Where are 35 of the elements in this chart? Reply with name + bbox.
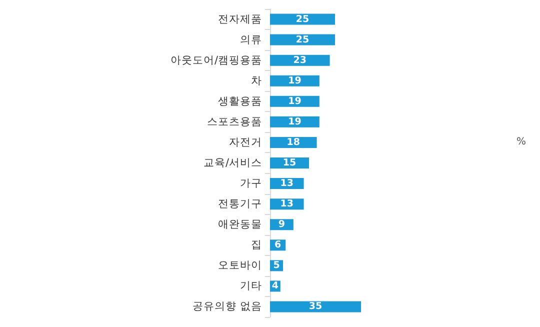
y-tick-label: 집 <box>251 239 262 252</box>
data-label: 18 <box>286 136 300 148</box>
y-tick-label: 스포츠용품 <box>207 116 262 128</box>
y-tick-label: 공유의향 없음 <box>192 300 262 313</box>
y-tick-label: 차 <box>251 74 262 87</box>
text: % <box>516 136 526 148</box>
data-label: 4 <box>272 280 279 292</box>
data-label: 13 <box>280 198 294 210</box>
data-label: 19 <box>288 96 302 107</box>
y-tick-label: 생활용품 <box>218 95 262 108</box>
y-tick-label: 의류 <box>240 34 262 46</box>
bar <box>270 34 335 46</box>
y-tick-label: 아웃도어/캠핑용품 <box>170 54 262 66</box>
data-label: 9 <box>278 219 286 230</box>
y-tick-label: 기타 <box>240 280 262 292</box>
data-label: 5 <box>273 260 280 272</box>
data-label: 15 <box>282 158 296 168</box>
y-tick-label: 교육/서비스 <box>203 157 262 169</box>
y-tick-label: 전통기구 <box>218 198 262 210</box>
y-tick-label: 오토바이 <box>218 260 262 272</box>
y-tick-label: 애완동물 <box>218 218 262 231</box>
data-label: 6 <box>274 240 282 251</box>
data-label: 19 <box>288 75 302 86</box>
data-label: 25 <box>296 14 310 25</box>
y-tick-label: 자전거 <box>229 136 262 148</box>
y-tick-label: 전자제품 <box>218 13 262 26</box>
y-tick-label: 가구 <box>240 178 262 190</box>
data-label: 19 <box>288 116 302 128</box>
data-label: 25 <box>296 34 310 46</box>
data-label: 35 <box>308 301 322 312</box>
bar <box>270 54 330 66</box>
data-label: 23 <box>293 54 307 66</box>
data-label: 13 <box>280 178 294 190</box>
bar <box>270 301 361 312</box>
bar <box>270 14 335 25</box>
